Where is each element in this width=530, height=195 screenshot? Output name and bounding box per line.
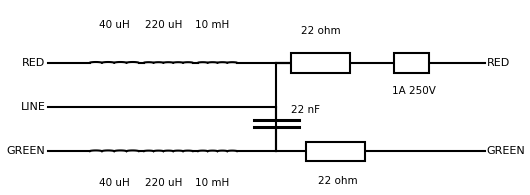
Bar [394, 53, 429, 73]
Text: 22 ohm: 22 ohm [301, 26, 340, 36]
Text: 22 nF: 22 nF [291, 105, 320, 115]
Text: 1A 250V: 1A 250V [392, 86, 436, 96]
Bar [306, 142, 365, 161]
Text: 220 uH: 220 uH [145, 20, 182, 30]
Text: GREEN: GREEN [7, 146, 46, 156]
Text: 220 uH: 220 uH [145, 178, 182, 188]
Text: GREEN: GREEN [487, 146, 526, 156]
Text: RED: RED [487, 58, 510, 68]
Text: LINE: LINE [21, 102, 46, 112]
Text: RED: RED [22, 58, 46, 68]
Text: 10 mH: 10 mH [196, 20, 229, 30]
Text: 22 ohm: 22 ohm [318, 176, 358, 186]
Text: 10 mH: 10 mH [196, 178, 229, 188]
Bar [291, 53, 350, 73]
Text: 40 uH: 40 uH [99, 20, 130, 30]
Text: 40 uH: 40 uH [99, 178, 130, 188]
